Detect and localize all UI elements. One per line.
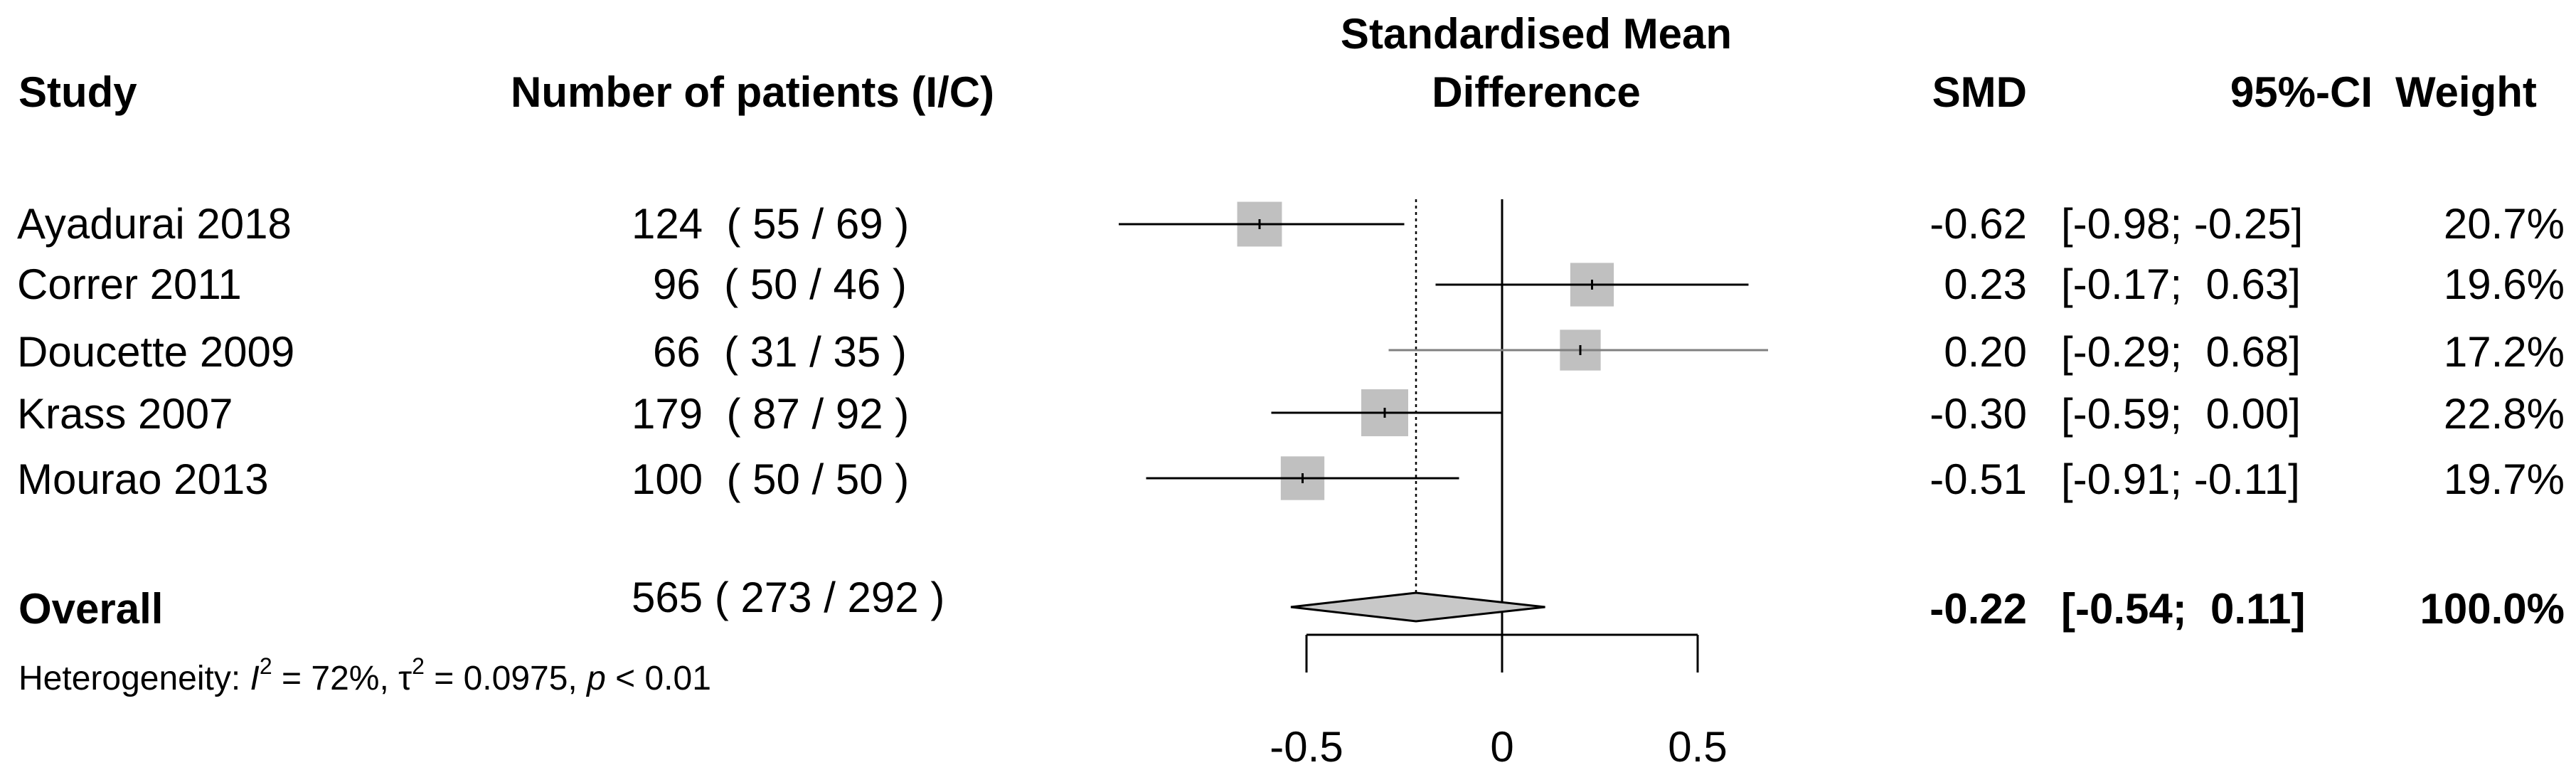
study-ci: [-0.17; 0.63] xyxy=(2061,260,2301,308)
study-name: Ayadurai 2018 xyxy=(17,200,292,248)
study-name: Mourao 2013 xyxy=(17,455,269,503)
study-weight: 19.7% xyxy=(2443,455,2565,503)
overall-name: Overall xyxy=(18,585,164,633)
x-axis-tick-label: -0.5 xyxy=(1270,723,1343,770)
study-weight: 19.6% xyxy=(2443,260,2565,308)
x-axis-tick-label: 0.5 xyxy=(1668,723,1727,770)
study-weight: 17.2% xyxy=(2443,328,2565,376)
study-patients: 96 ( 50 / 46 ) xyxy=(653,260,907,308)
i-squared-sup: 2 xyxy=(259,653,272,679)
overall-diamond xyxy=(1290,591,1545,623)
study-patients: 100 ( 50 / 50 ) xyxy=(632,455,910,503)
p-value: < 0.01 xyxy=(605,660,711,697)
overall-weight: 100.0% xyxy=(2420,585,2565,633)
overall-ci: [-0.54; 0.11] xyxy=(2061,585,2306,633)
tau-squared-value: = 0.0975, xyxy=(424,660,587,697)
x-axis-tick-label: 0 xyxy=(1490,723,1513,770)
header-effect-line1: Standardised Mean xyxy=(1340,10,1733,58)
header-smd: SMD xyxy=(1932,68,2027,116)
tau-squared-sup: 2 xyxy=(412,653,425,679)
study-smd: -0.51 xyxy=(1930,455,2027,503)
study-ci: [-0.59; 0.00] xyxy=(2061,390,2301,438)
header-ci: 95%-CI xyxy=(2230,68,2373,116)
i-squared-symbol: I xyxy=(250,660,260,697)
heterogeneity-line: Heterogeneity: I2 = 72%, τ2 = 0.0975, p … xyxy=(18,655,711,697)
study-smd: 0.23 xyxy=(1944,260,2027,308)
study-weight: 20.7% xyxy=(2443,200,2565,248)
study-patients: 66 ( 31 / 35 ) xyxy=(653,328,907,376)
header-weight: Weight xyxy=(2395,68,2537,116)
study-patients: 179 ( 87 / 92 ) xyxy=(632,390,910,438)
study-patients: 124 ( 55 / 69 ) xyxy=(632,200,910,248)
study-ci: [-0.98; -0.25] xyxy=(2061,200,2304,248)
study-name: Krass 2007 xyxy=(17,390,233,438)
header-patients: Number of patients (I/C) xyxy=(511,68,995,116)
study-name: Doucette 2009 xyxy=(17,328,295,376)
i-squared-value: = 72%, xyxy=(272,660,399,697)
heterogeneity-prefix: Heterogeneity: xyxy=(18,660,250,697)
study-ci: [-0.91; -0.11] xyxy=(2061,455,2300,503)
header-study: Study xyxy=(18,68,137,116)
p-symbol: p xyxy=(587,660,606,697)
study-name: Correr 2011 xyxy=(17,260,242,308)
study-weight: 22.8% xyxy=(2443,390,2565,438)
header-effect-line2: Difference xyxy=(1432,68,1641,116)
study-smd: 0.20 xyxy=(1944,328,2027,376)
study-smd: -0.62 xyxy=(1930,200,2027,248)
overall-smd: -0.22 xyxy=(1930,585,2027,633)
study-smd: -0.30 xyxy=(1930,390,2027,438)
overall-patients: 565 ( 273 / 292 ) xyxy=(632,574,945,621)
tau-symbol: τ xyxy=(398,660,413,697)
study-ci: [-0.29; 0.68] xyxy=(2061,328,2301,376)
